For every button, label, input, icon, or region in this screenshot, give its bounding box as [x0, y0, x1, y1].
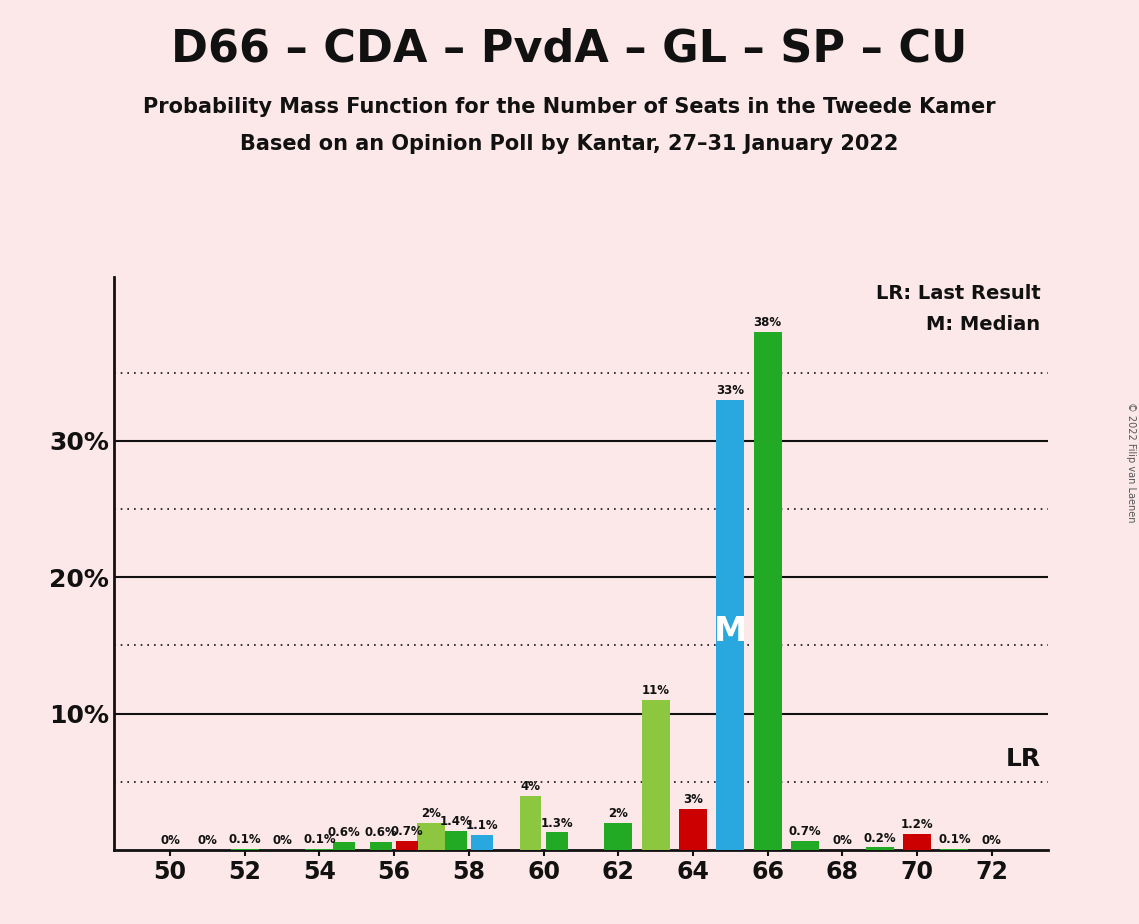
Text: LR: Last Result: LR: Last Result — [876, 284, 1040, 303]
Text: Based on an Opinion Poll by Kantar, 27–31 January 2022: Based on an Opinion Poll by Kantar, 27–3… — [240, 134, 899, 154]
Bar — [716, 400, 744, 850]
Text: 0.7%: 0.7% — [391, 825, 424, 838]
Text: LR: LR — [1006, 747, 1040, 771]
Text: M: Median: M: Median — [926, 315, 1040, 334]
Text: 0.7%: 0.7% — [788, 825, 821, 838]
Text: 0.6%: 0.6% — [327, 826, 360, 839]
Text: M: M — [714, 615, 747, 649]
Bar — [417, 822, 445, 850]
Text: 0.6%: 0.6% — [364, 826, 398, 839]
Text: 1.4%: 1.4% — [440, 815, 472, 828]
Text: 2%: 2% — [421, 807, 442, 821]
Bar — [605, 822, 632, 850]
Text: 0%: 0% — [833, 834, 852, 847]
Bar — [754, 332, 781, 850]
Bar — [370, 842, 392, 850]
Bar — [790, 841, 819, 850]
Bar — [866, 847, 894, 850]
Bar — [519, 796, 541, 850]
Text: 0.1%: 0.1% — [228, 833, 261, 846]
Text: 0%: 0% — [272, 834, 292, 847]
Bar — [941, 849, 968, 850]
Bar — [445, 831, 467, 850]
Text: 1.3%: 1.3% — [540, 817, 573, 830]
Text: 4%: 4% — [521, 780, 540, 793]
Text: © 2022 Filip van Laenen: © 2022 Filip van Laenen — [1126, 402, 1136, 522]
Text: 0.1%: 0.1% — [303, 833, 336, 846]
Text: 0.2%: 0.2% — [863, 832, 896, 845]
Text: 0.1%: 0.1% — [939, 833, 970, 846]
Text: 1.1%: 1.1% — [466, 820, 498, 833]
Bar — [679, 809, 707, 850]
Bar — [641, 700, 670, 850]
Bar — [305, 849, 334, 850]
Text: 1.2%: 1.2% — [901, 818, 934, 831]
Text: 2%: 2% — [608, 807, 629, 821]
Bar — [903, 833, 932, 850]
Text: 0%: 0% — [197, 834, 218, 847]
Text: 11%: 11% — [641, 685, 670, 698]
Bar — [546, 833, 567, 850]
Text: D66 – CDA – PvdA – GL – SP – CU: D66 – CDA – PvdA – GL – SP – CU — [171, 28, 968, 71]
Text: 3%: 3% — [683, 794, 703, 807]
Bar — [333, 842, 354, 850]
Text: 38%: 38% — [754, 316, 781, 329]
Bar — [470, 835, 493, 850]
Text: 0%: 0% — [982, 834, 1002, 847]
Text: 0%: 0% — [159, 834, 180, 847]
Bar — [396, 841, 418, 850]
Bar — [231, 849, 259, 850]
Text: 33%: 33% — [716, 384, 744, 397]
Text: Probability Mass Function for the Number of Seats in the Tweede Kamer: Probability Mass Function for the Number… — [144, 97, 995, 117]
